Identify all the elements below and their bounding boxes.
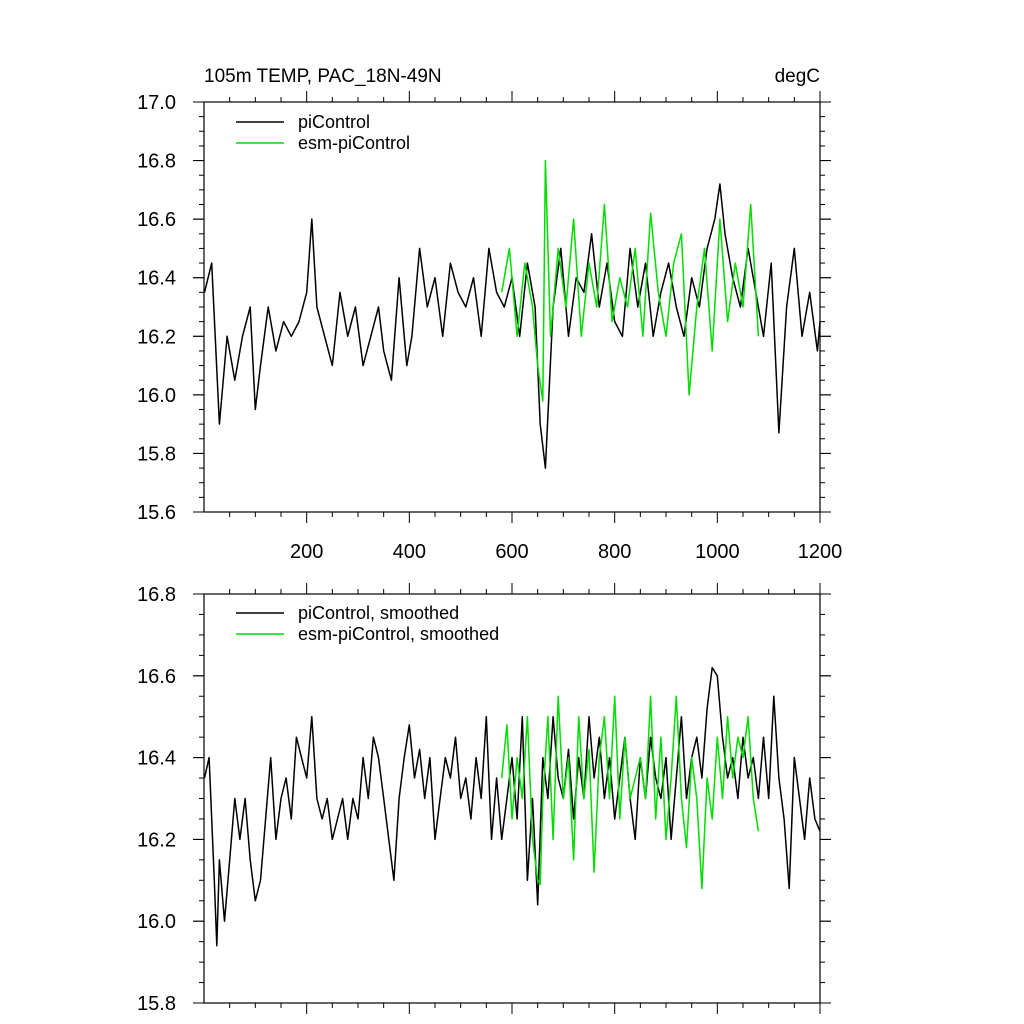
y-tick-label: 17.0 [137, 92, 176, 114]
y-tick-label: 16.6 [137, 209, 176, 231]
y-tick-label: 16.4 [137, 268, 176, 290]
series-line-esm-picontrol-smoothed [500, 695, 760, 890]
y-tick-label: 16.0 [137, 911, 176, 933]
x-tick-label: 1200 [798, 541, 843, 563]
y-tick-label: 16.2 [137, 326, 176, 348]
top-axes: 200 400 600 800 1000 1200 15.6 15.8 16.0 16.2 16.4… [137, 91, 842, 563]
x-tick-label: 600 [495, 541, 528, 563]
x-tick-label: 800 [598, 541, 631, 563]
y-tick-label: 15.6 [137, 502, 176, 524]
top-legend: piControl esm-piControl [236, 112, 410, 153]
y-tick-label: 16.0 [137, 385, 176, 407]
bottom-axes: 15.8 16.0 16.2 16.4 16.6 16.8 [137, 583, 831, 1015]
chart-title: 105m TEMP, PAC_18N-49N [204, 66, 442, 87]
y-tick-label: 16.4 [137, 748, 176, 770]
series-line-esm-picontrol [500, 159, 760, 402]
x-tick-label: 200 [290, 541, 323, 563]
y-tick-label: 16.8 [137, 151, 176, 173]
x-tick-label: 1000 [695, 541, 740, 563]
y-tick-label: 16.6 [137, 666, 176, 688]
legend-label-esm-picontrol: esm-piControl [298, 133, 410, 153]
bottom-legend: piControl, smoothed esm-piControl, smoot… [236, 603, 499, 644]
y-tick-label: 15.8 [137, 443, 176, 465]
legend-label-esm-picontrol-smoothed: esm-piControl, smoothed [298, 624, 499, 644]
bottom-series-group [203, 666, 821, 947]
units-label: degC [775, 66, 820, 87]
y-tick-label: 15.8 [137, 993, 176, 1015]
y-tick-label: 16.2 [137, 829, 176, 851]
x-tick-label: 400 [393, 541, 426, 563]
legend-label-picontrol: piControl [298, 112, 370, 132]
legend-label-picontrol-smoothed: piControl, smoothed [298, 603, 459, 623]
bottom-panel: 15.8 16.0 16.2 16.4 16.6 16.8 piControl, smoo… [137, 583, 831, 1015]
top-series-group [203, 159, 821, 469]
y-tick-label: 16.8 [137, 584, 176, 606]
top-panel: 105m TEMP, PAC_18N-49N degC 200 400 600 800… [137, 66, 842, 563]
